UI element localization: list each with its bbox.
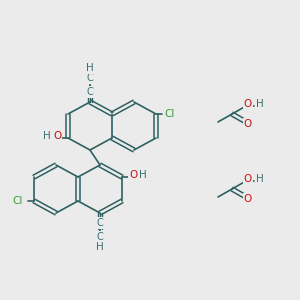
- Text: O: O: [129, 170, 137, 180]
- Text: Cl: Cl: [165, 109, 175, 119]
- Text: O: O: [244, 119, 252, 129]
- Text: O: O: [244, 174, 252, 184]
- Text: H: H: [43, 131, 51, 141]
- Text: H: H: [86, 63, 94, 73]
- Text: Cl: Cl: [13, 196, 23, 206]
- Text: C: C: [87, 87, 93, 97]
- Text: H: H: [256, 99, 264, 109]
- Text: C: C: [97, 232, 104, 242]
- Text: H: H: [96, 242, 104, 252]
- Text: C: C: [87, 73, 93, 83]
- Text: O: O: [53, 131, 61, 141]
- Text: C: C: [97, 218, 104, 228]
- Text: H: H: [139, 170, 147, 180]
- Text: O: O: [244, 99, 252, 109]
- Text: H: H: [256, 174, 264, 184]
- Text: O: O: [244, 194, 252, 204]
